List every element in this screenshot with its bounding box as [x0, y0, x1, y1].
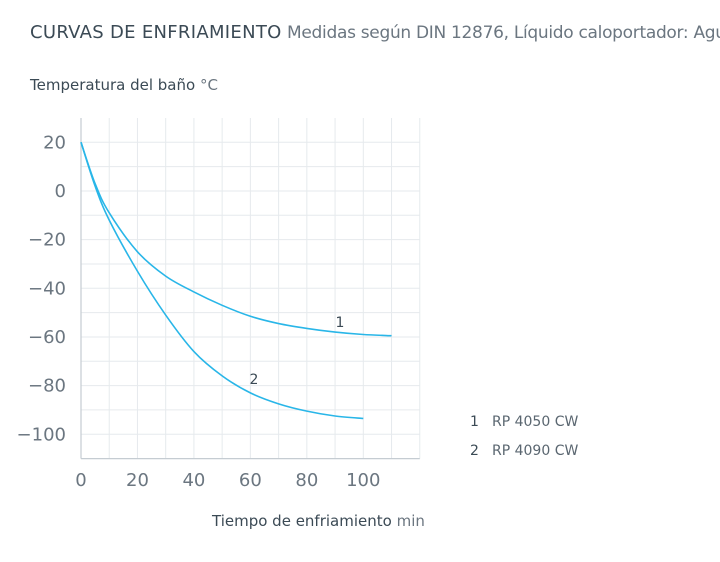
series-line-2 — [80, 142, 364, 420]
y-tick-label: −40 — [28, 278, 66, 299]
series-label-2: 2 — [250, 372, 259, 388]
legend: 1 RP 4050 CW 2 RP 4090 CW — [470, 414, 578, 472]
legend-number: 2 — [470, 443, 479, 459]
x-axis-label: Tiempo de enfriamiento min — [212, 512, 425, 530]
series-label-1: 1 — [336, 315, 345, 331]
legend-text: RP 4050 CW — [492, 414, 579, 430]
x-axis-unit: min — [396, 512, 425, 530]
series-line-1 — [80, 142, 392, 337]
legend-item-1: 1 RP 4050 CW — [470, 414, 578, 443]
y-tick-label: −80 — [28, 376, 66, 397]
y-tick-label: −60 — [28, 327, 66, 348]
legend-text: RP 4090 CW — [492, 443, 579, 459]
y-axis-title: Temperatura del baño — [30, 76, 196, 94]
y-axis-unit: °C — [199, 76, 218, 94]
y-tick-label: 20 — [43, 132, 66, 153]
x-tick-label: 100 — [346, 470, 380, 491]
legend-item-2: 2 RP 4090 CW — [470, 443, 578, 472]
x-tick-label: 20 — [126, 470, 149, 491]
y-axis-label: Temperatura del baño °C — [30, 76, 218, 94]
x-axis-title: Tiempo de enfriamiento — [212, 512, 392, 530]
title-main: CURVAS DE ENFRIAMIENTO — [30, 22, 282, 43]
x-tick-label: 0 — [75, 470, 86, 491]
legend-number: 1 — [470, 414, 479, 430]
x-tick-label: 80 — [295, 470, 318, 491]
y-tick-label: −20 — [28, 230, 66, 251]
chart-title: CURVAS DE ENFRIAMIENTO Medidas según DIN… — [30, 22, 720, 43]
y-tick-label: −100 — [17, 424, 66, 445]
title-subtitle: Medidas según DIN 12876, Líquido calopor… — [287, 23, 720, 43]
y-tick-label: 0 — [55, 181, 66, 202]
x-tick-label: 60 — [239, 470, 262, 491]
x-tick-label: 40 — [182, 470, 205, 491]
